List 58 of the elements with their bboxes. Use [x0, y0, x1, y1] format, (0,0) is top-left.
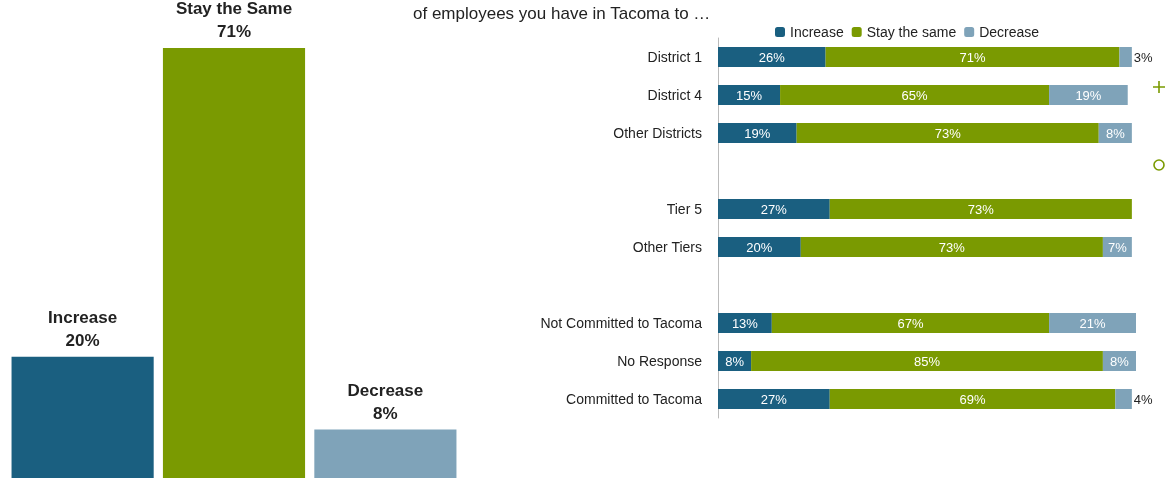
data-label: 8%	[725, 353, 745, 369]
series-label: Stay the Same	[175, 0, 293, 18]
data-label: 8%	[1110, 353, 1130, 369]
bar	[718, 123, 797, 143]
data-label: 85%	[913, 353, 941, 369]
data-label: 73%	[934, 125, 962, 141]
data-label: 20%	[746, 239, 773, 255]
text: of employees you have in Tacoma to …	[413, 4, 711, 23]
legend-label: Increase	[790, 24, 844, 40]
bar	[771, 313, 1050, 333]
data-label: 8%	[373, 403, 398, 423]
data-label: 19%	[1075, 87, 1102, 103]
series-label: Decrease	[347, 380, 424, 400]
data-label: 15%	[736, 87, 763, 103]
series-label: Increase	[48, 307, 118, 327]
data-label: 20%	[65, 330, 100, 350]
y-tick-label: Other Tiers	[632, 239, 702, 255]
data-label: 27%	[760, 391, 788, 407]
data-label: 71%	[959, 49, 986, 65]
y-tick-label: District 1	[647, 49, 703, 65]
bar	[718, 199, 830, 219]
bar	[825, 47, 1120, 67]
legend-label: Decrease	[979, 24, 1040, 40]
data-label: 67%	[897, 315, 924, 331]
data-label: 27%	[760, 201, 788, 217]
data-label: 26%	[758, 49, 786, 65]
data-label: 7%	[1107, 239, 1128, 255]
legend-label: Stay the same	[866, 24, 957, 40]
bar	[718, 389, 830, 409]
data-label: 19%	[744, 125, 771, 141]
data-label: 65%	[901, 87, 929, 103]
data-label: 69%	[959, 391, 986, 407]
y-tick-label: Committed to Tacoma	[566, 391, 703, 407]
data-label: 3%	[1133, 49, 1154, 65]
data-label: 73%	[938, 239, 966, 255]
data-label: 21%	[1079, 315, 1106, 331]
data-label: 4%	[1133, 391, 1154, 407]
bar	[1119, 47, 1132, 67]
bar	[718, 47, 826, 67]
bar	[1115, 389, 1132, 409]
y-tick-label: Not Committed to Tacoma	[540, 315, 703, 331]
bar	[718, 237, 801, 257]
bar	[829, 199, 1132, 219]
y-tick-label: No Response	[617, 353, 703, 369]
bar	[796, 123, 1099, 143]
bar	[780, 85, 1050, 105]
bar	[1049, 313, 1136, 333]
y-tick-label: Other Districts	[613, 125, 702, 141]
y-tick-label: District 4	[647, 87, 703, 103]
bar	[751, 351, 1103, 371]
data-label: 13%	[731, 315, 759, 331]
bar	[829, 389, 1116, 409]
bar	[800, 237, 1103, 257]
data-label: 73%	[967, 201, 995, 217]
bar	[1049, 85, 1128, 105]
data-label: 8%	[1105, 125, 1126, 141]
y-tick-label: Tier 5	[666, 201, 703, 217]
data-label: 71%	[216, 22, 252, 41]
